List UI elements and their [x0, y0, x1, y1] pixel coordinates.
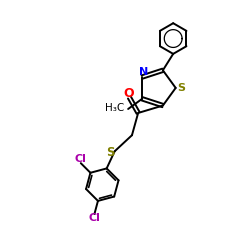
Text: S: S: [106, 146, 114, 159]
Text: Cl: Cl: [88, 214, 100, 224]
Text: S: S: [177, 83, 185, 93]
Text: O: O: [123, 87, 134, 100]
Text: Cl: Cl: [74, 154, 86, 164]
Text: H₃C: H₃C: [105, 103, 124, 113]
Text: N: N: [139, 66, 148, 76]
